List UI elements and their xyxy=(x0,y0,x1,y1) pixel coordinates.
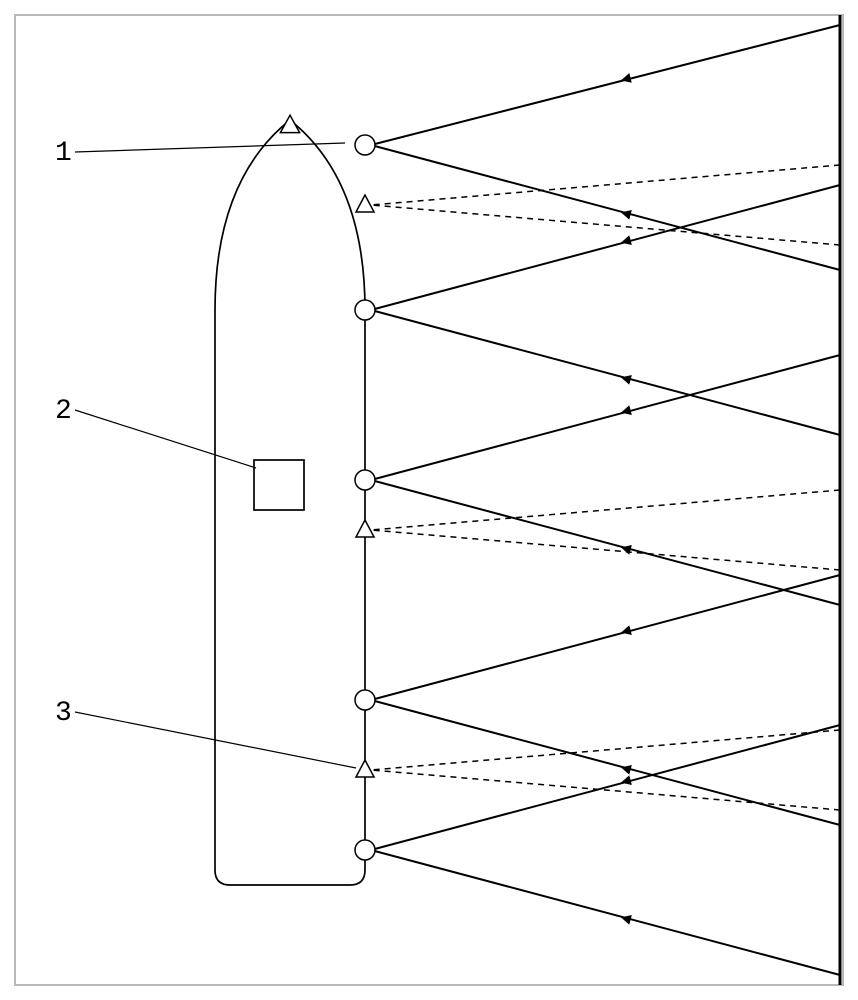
solid-ray-1-leg-0 xyxy=(371,185,840,310)
label-3: 3 xyxy=(55,698,72,729)
dashed-ray-2-leg-0 xyxy=(371,730,840,770)
circle-sensor-1 xyxy=(355,300,375,320)
solid-ray-2-leg-0 xyxy=(371,355,840,480)
solid-ray-0-leg-1 xyxy=(371,145,840,270)
solid-ray-3-leg-0 xyxy=(371,575,840,700)
circle-sensor-0 xyxy=(355,135,375,155)
dashed-ray-0-leg-0 xyxy=(371,165,840,205)
solid-ray-4-leg-1 xyxy=(371,850,840,975)
dashed-ray-0-leg-1 xyxy=(371,205,840,245)
solid-ray-3-leg-1 xyxy=(371,700,840,825)
control-box xyxy=(254,460,304,510)
dashed-ray-1-leg-1 xyxy=(371,530,840,570)
circle-sensor-3 xyxy=(355,690,375,710)
dashed-ray-2-leg-1 xyxy=(371,770,840,810)
solid-ray-4-leg-0 xyxy=(371,725,840,850)
solid-ray-1-leg-1 xyxy=(371,310,840,435)
bow-triangle-icon xyxy=(280,115,299,132)
triangle-sensor-0 xyxy=(356,195,374,212)
label-1: 1 xyxy=(55,138,72,169)
label-2: 2 xyxy=(55,396,72,427)
solid-ray-0-leg-0 xyxy=(371,25,840,145)
dashed-ray-1-leg-0 xyxy=(371,490,840,530)
circle-sensor-4 xyxy=(355,840,375,860)
circle-sensor-2 xyxy=(355,470,375,490)
solid-ray-2-leg-1 xyxy=(371,480,840,605)
